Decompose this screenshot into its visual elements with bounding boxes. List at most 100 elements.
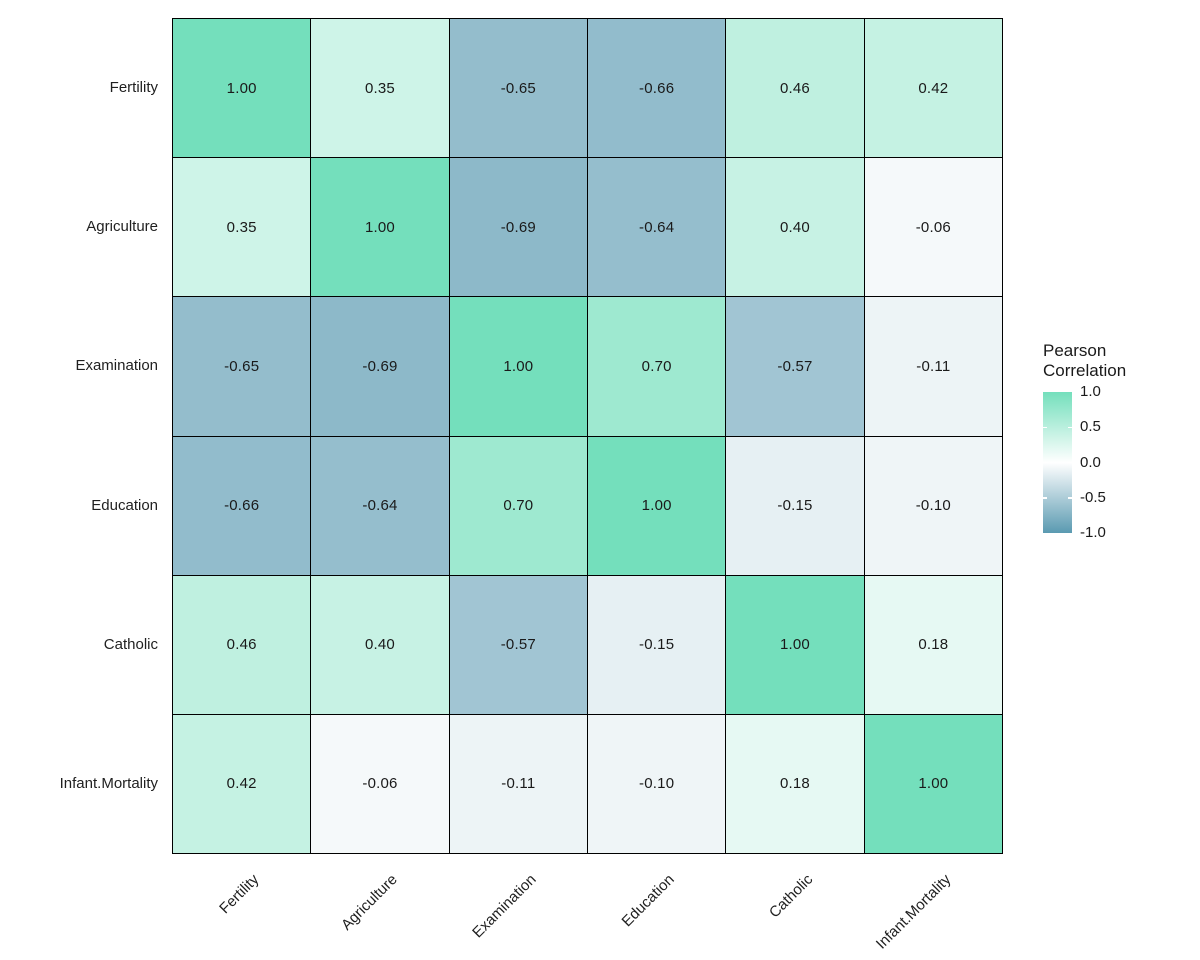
- y-axis-label-Catholic: Catholic: [103, 636, 158, 653]
- cell-value: 1.00: [503, 357, 534, 375]
- cell-value: -0.15: [777, 497, 813, 515]
- heatmap-cell-Examination-Fertility: -0.65: [173, 297, 311, 436]
- legend-tick-mark: [1043, 497, 1047, 499]
- legend-tick-mark: [1068, 497, 1072, 499]
- legend-title: Pearson Correlation: [1043, 341, 1126, 381]
- heatmap-cell-Fertility-Infant.Mortality: 0.42: [864, 19, 1002, 158]
- y-axis-label-Fertility: Fertility: [109, 78, 158, 96]
- cell-value: -0.69: [362, 357, 398, 375]
- heatmap-cell-Education-Education: 1.00: [587, 436, 726, 575]
- heatmap-cell-Agriculture-Catholic: 0.40: [726, 158, 864, 297]
- cell-value: 0.46: [779, 79, 810, 97]
- y-axis-label-Examination: Examination: [75, 357, 158, 375]
- cell-value: 0.70: [641, 357, 672, 375]
- cell-value: -0.11: [916, 357, 951, 375]
- heatmap-cell-Infant.Mortality-Fertility: 0.42: [173, 714, 311, 853]
- y-axis-label-Agriculture: Agriculture: [86, 218, 158, 235]
- heatmap-cell-Examination-Catholic: -0.57: [726, 297, 864, 436]
- heatmap-cell-Agriculture-Agriculture: 1.00: [311, 158, 449, 297]
- legend-tick-label-0.5: 0.5: [1080, 418, 1101, 436]
- cell-value: 0.40: [364, 636, 395, 654]
- heatmap-cell-Examination-Infant.Mortality: -0.11: [864, 297, 1002, 436]
- x-axis-label-Catholic: Catholic: [765, 871, 817, 922]
- cell-value: 0.42: [226, 775, 257, 793]
- legend-tick-label--1.0: -1.0: [1080, 524, 1106, 541]
- legend-tick-mark: [1043, 426, 1047, 428]
- heatmap-cell-Fertility-Fertility: 1.00: [173, 19, 311, 158]
- cell-value: -0.57: [500, 636, 536, 654]
- heatmap-cell-Education-Examination: 0.70: [449, 436, 587, 575]
- x-axis-label-Education: Education: [618, 871, 678, 931]
- cell-value: -0.15: [639, 636, 675, 654]
- heatmap-cell-Agriculture-Examination: -0.69: [449, 158, 587, 297]
- legend-title-line1: Pearson: [1043, 341, 1107, 360]
- cell-value: -0.06: [362, 775, 398, 793]
- legend-title-line2: Correlation: [1043, 361, 1127, 380]
- cell-value: 0.46: [226, 636, 257, 654]
- heatmap-panel: 1.00 0.35 -0.65 -0.66 0.46 0.42 0.35 1.00 -0.69 -…: [172, 18, 1003, 854]
- cell-value: 1.00: [364, 218, 395, 236]
- heatmap-cell-Fertility-Agriculture: 0.35: [311, 19, 449, 158]
- cell-value: -0.65: [224, 357, 260, 375]
- y-axis-label-Education: Education: [91, 496, 158, 514]
- cell-value: -0.69: [500, 218, 536, 236]
- cell-value: 0.42: [918, 79, 949, 97]
- heatmap-cell-Fertility-Education: -0.66: [587, 19, 726, 158]
- heatmap-cell-Catholic-Infant.Mortality: 0.18: [864, 575, 1002, 714]
- cell-value: -0.06: [915, 218, 951, 236]
- cell-value: -0.64: [639, 218, 675, 236]
- heatmap-cell-Examination-Examination: 1.00: [449, 297, 587, 436]
- cell-value: 1.00: [226, 79, 257, 97]
- cell-value: 0.40: [779, 218, 810, 236]
- heatmap-cell-Infant.Mortality-Infant.Mortality: 1.00: [864, 714, 1002, 853]
- heatmap-cell-Infant.Mortality-Examination: -0.11: [449, 714, 587, 853]
- heatmap-cell-Education-Agriculture: -0.64: [311, 436, 449, 575]
- cell-value: -0.65: [500, 79, 536, 97]
- heatmap-cell-Infant.Mortality-Education: -0.10: [587, 714, 726, 853]
- legend-tick-label-1.0: 1.0: [1080, 383, 1101, 400]
- heatmap-cell-Education-Fertility: -0.66: [173, 436, 311, 575]
- legend-gradient-bar: [1043, 392, 1072, 533]
- x-axis-label-Agriculture: Agriculture: [338, 871, 401, 934]
- cell-value: -0.10: [639, 775, 675, 793]
- heatmap-cell-Infant.Mortality-Catholic: 0.18: [726, 714, 864, 853]
- heatmap-cell-Agriculture-Fertility: 0.35: [173, 158, 311, 297]
- cell-value: 1.00: [641, 497, 672, 515]
- cell-value: 1.00: [918, 775, 949, 793]
- cell-value: -0.57: [777, 357, 813, 375]
- legend-tick-mark: [1043, 461, 1047, 464]
- heatmap-cell-Catholic-Fertility: 0.46: [173, 575, 311, 714]
- cell-value: 1.00: [779, 636, 810, 654]
- cell-value: -0.10: [915, 497, 951, 515]
- cell-value: 0.70: [503, 497, 534, 515]
- legend-tick-mark: [1068, 461, 1072, 464]
- legend-tick-label-0.0: 0.0: [1080, 453, 1101, 471]
- cell-value: -0.64: [362, 497, 398, 515]
- y-axis-label-Infant.Mortality: Infant.Mortality: [59, 775, 158, 793]
- x-axis-label-Examination: Examination: [468, 871, 540, 942]
- heatmap-cell-Catholic-Agriculture: 0.40: [311, 575, 449, 714]
- cell-value: 0.35: [226, 218, 257, 236]
- heatmap-cell-Education-Catholic: -0.15: [726, 436, 864, 575]
- heatmap-cell-Education-Infant.Mortality: -0.10: [864, 436, 1002, 575]
- cell-value: -0.66: [639, 79, 675, 97]
- cell-value: 0.18: [779, 775, 810, 793]
- heatmap-cell-Examination-Education: 0.70: [587, 297, 726, 436]
- x-axis-label-Fertility: Fertility: [216, 871, 263, 918]
- heatmap-cell-Catholic-Examination: -0.57: [449, 575, 587, 714]
- cell-value: -0.11: [501, 775, 536, 793]
- cell-value: 0.18: [918, 636, 949, 654]
- heatmap-cell-Agriculture-Education: -0.64: [587, 158, 726, 297]
- heatmap-cell-Infant.Mortality-Agriculture: -0.06: [311, 714, 449, 853]
- cell-value: 0.35: [364, 79, 395, 97]
- heatmap-cell-Catholic-Catholic: 1.00: [726, 575, 864, 714]
- heatmap-cell-Fertility-Catholic: 0.46: [726, 19, 864, 158]
- cell-value: -0.66: [224, 497, 260, 515]
- heatmap-cell-Agriculture-Infant.Mortality: -0.06: [864, 158, 1002, 297]
- legend-tick-label--0.5: -0.5: [1080, 488, 1106, 506]
- heatmap-cell-Examination-Agriculture: -0.69: [311, 297, 449, 436]
- x-axis-label-Infant.Mortality: Infant.Mortality: [873, 871, 955, 953]
- heatmap-cell-Catholic-Education: -0.15: [587, 575, 726, 714]
- legend-tick-mark: [1068, 426, 1072, 428]
